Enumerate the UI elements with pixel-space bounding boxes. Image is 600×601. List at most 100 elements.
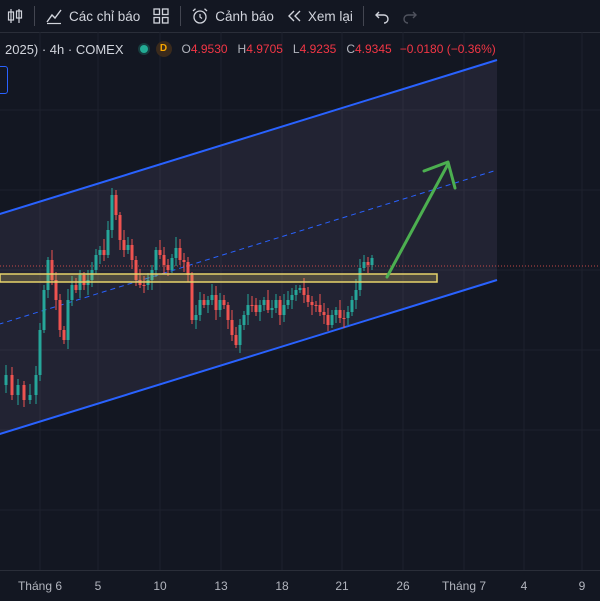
time-axis[interactable]: Tháng 6 5 10 13 18 21 26 Tháng 7 4 9	[0, 570, 600, 601]
candle-body	[258, 305, 262, 312]
candle-body	[366, 262, 370, 265]
candle-body	[134, 260, 138, 280]
candle-body	[54, 280, 58, 300]
candle-body	[302, 288, 306, 295]
projection-arrow[interactable]	[385, 160, 457, 279]
candle-body	[190, 275, 194, 320]
candle-body	[342, 318, 346, 319]
time-axis-tick: 18	[275, 579, 289, 593]
time-axis-tick: 26	[396, 579, 410, 593]
replay-button[interactable]: Xem lại	[280, 0, 359, 32]
channel-fill	[0, 60, 497, 434]
candle-body	[298, 288, 302, 290]
candle-body	[370, 258, 374, 265]
candle-body	[162, 255, 166, 265]
low-key: L	[292, 42, 300, 56]
top-toolbar: Các chỉ báo Cảnh báo Xem lại	[0, 0, 600, 33]
candle-body	[10, 375, 14, 395]
candle-body	[266, 300, 270, 310]
time-axis-tick: 4	[520, 579, 528, 593]
alerts-button[interactable]: Cảnh báo	[185, 0, 280, 32]
candle-body	[66, 300, 70, 340]
candle-body	[110, 195, 114, 230]
candle-body	[282, 305, 286, 315]
candle-body	[182, 260, 186, 262]
templates-button[interactable]	[146, 0, 176, 32]
high-key: H	[237, 42, 247, 56]
candle-body	[102, 250, 106, 255]
time-axis-tick: Tháng 6	[17, 579, 63, 593]
candle-body	[58, 300, 62, 330]
chart-type-button[interactable]	[0, 0, 30, 32]
candle-body	[358, 268, 362, 290]
replay-label: Xem lại	[307, 8, 353, 24]
candle-body	[246, 305, 250, 315]
time-axis-tick: 5	[94, 579, 102, 593]
candle-body	[318, 305, 322, 312]
support-resistance-zone[interactable]	[0, 273, 438, 283]
symbol-title[interactable]: 2025) · 4h · COMEX	[5, 41, 124, 57]
candle-body	[274, 300, 278, 308]
candle-body	[122, 240, 126, 250]
candle-body	[294, 290, 298, 295]
data-badge[interactable]: D	[155, 41, 172, 57]
candle-body	[34, 375, 38, 395]
candle-body	[310, 302, 314, 305]
redo-icon	[403, 11, 417, 24]
candle-body	[198, 300, 202, 315]
undo-icon	[374, 11, 389, 24]
time-axis-tick: 13	[214, 579, 228, 593]
close-value: 4.9345	[354, 42, 392, 56]
candle-body	[306, 295, 310, 302]
high-value: 4.9705	[246, 42, 283, 56]
candle-body	[16, 385, 20, 395]
grid-icon	[153, 8, 169, 24]
price-chart[interactable]	[0, 32, 600, 570]
candle-body	[166, 265, 170, 270]
candlestick-icon	[7, 9, 23, 23]
candle-body	[142, 285, 146, 286]
candle-body	[28, 395, 32, 400]
low-value: 4.9235	[299, 42, 337, 56]
time-axis-tick: 21	[335, 579, 349, 593]
candle-body	[326, 315, 330, 325]
candle-body	[250, 305, 254, 306]
candle-body	[46, 260, 50, 290]
channel-lower-line	[0, 279, 498, 435]
candle-body	[350, 300, 354, 312]
market-open-indicator	[139, 45, 148, 53]
candle-body	[314, 305, 318, 306]
candle-body	[106, 230, 110, 255]
channel-upper-line	[0, 59, 498, 215]
candle-body	[254, 305, 258, 312]
change-value: −0.0180 (−0.36%)	[399, 42, 496, 56]
candle-body	[178, 248, 182, 260]
candle-body	[270, 308, 274, 310]
toolbar-divider	[180, 6, 182, 26]
redo-button[interactable]	[396, 0, 424, 32]
legend-toggle-button[interactable]	[0, 66, 8, 94]
candle-body	[218, 300, 222, 310]
candle-body	[346, 312, 350, 318]
channel-mid-line	[0, 169, 498, 325]
candle-body	[22, 385, 26, 400]
candle-body	[70, 285, 74, 300]
candle-body	[42, 290, 46, 330]
indicators-button[interactable]: Các chỉ báo	[39, 0, 146, 32]
candle-body	[174, 248, 178, 258]
candle-body	[82, 275, 86, 285]
rewind-icon	[287, 10, 301, 22]
candle-body	[38, 330, 42, 375]
candle-body	[62, 330, 66, 340]
open-key: O	[181, 42, 191, 56]
time-axis-tick: 10	[153, 579, 167, 593]
undo-button[interactable]	[368, 0, 396, 32]
candle-body	[194, 315, 198, 320]
candle-body	[210, 295, 214, 300]
time-axis-tick: 9	[578, 579, 586, 593]
alarm-clock-icon	[192, 8, 208, 24]
toolbar-divider	[362, 6, 364, 26]
alerts-label: Cảnh báo	[215, 8, 274, 24]
symbol-legend: 2025) · 4h · COMEX D O 4.9530 H 4.9705 L 4.…	[0, 38, 496, 60]
close-key: C	[346, 42, 355, 56]
